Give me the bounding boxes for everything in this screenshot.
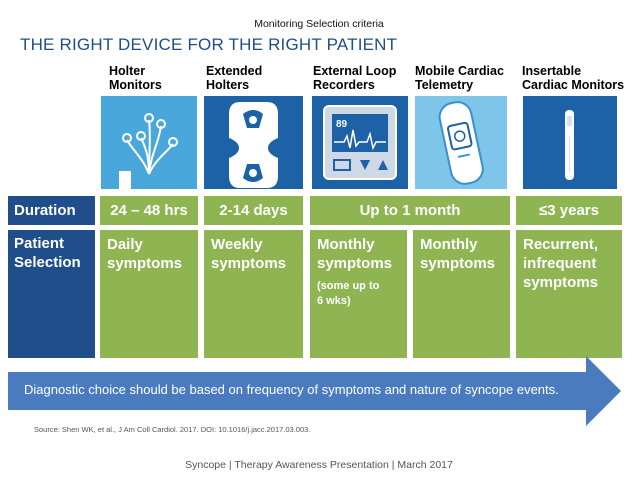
source-citation: Source: Shen WK, et al., J Am Coll Cardi… [34, 425, 311, 434]
duration-loop-and-telemetry: Up to 1 month [310, 196, 510, 225]
device-label-holter: Holter Monitors [109, 64, 162, 92]
recorder-screen-value: 89 [336, 119, 348, 130]
device-label-external-loop: External Loop Recorders [313, 64, 397, 92]
footer: Syncope | Therapy Awareness Presentation… [185, 459, 453, 471]
patient-holter: Daily symptoms [100, 230, 198, 358]
mobile-cardiac-telemetry-icon [438, 101, 484, 185]
external-loop-recorder-icon: 89 [323, 105, 397, 180]
duration-header: Duration [8, 196, 95, 225]
slide-title: THE RIGHT DEVICE FOR THE RIGHT PATIENT [20, 35, 398, 54]
patient-extended-holter-text: Weekly symptoms [211, 236, 287, 272]
holter-tile [101, 96, 197, 189]
device-label-extended-holter: Extended Holters [206, 64, 263, 92]
guidance-arrow-text: Diagnostic choice should be based on fre… [24, 382, 559, 397]
holter-icon [119, 113, 178, 189]
patient-holter-text: Daily symptoms [107, 236, 183, 272]
guidance-arrow [8, 356, 621, 426]
patient-external-loop-text: Monthly symptoms [317, 236, 393, 272]
device-label-mobile-telemetry: Mobile Cardiac Telemetry [415, 64, 504, 92]
extended-holter-icon [229, 102, 278, 188]
external-loop-tile: 89 [312, 96, 408, 189]
duration-holter: 24 – 48 hrs [100, 196, 198, 225]
extended-holter-tile [204, 96, 303, 189]
patient-insertable: Recurrent, infrequent symptoms [516, 230, 622, 358]
slide-subtitle: Monitoring Selection criteria [254, 18, 384, 30]
patient-external-loop: Monthly symptoms (some up to 6 wks) [310, 230, 407, 358]
device-label-insertable: Insertable Cardiac Monitors [522, 64, 625, 92]
mobile-telemetry-tile [415, 96, 507, 189]
patient-selection-header: Patient Selection [8, 230, 95, 358]
patient-extended-holter: Weekly symptoms [204, 230, 303, 358]
patient-mobile-telemetry: Monthly symptoms [413, 230, 510, 358]
patient-external-loop-note: (some up to 6 wks) [317, 280, 380, 307]
patient-insertable-text: Recurrent, infrequent symptoms [523, 236, 599, 291]
duration-insertable: ≤3 years [516, 196, 622, 225]
duration-extended-holter: 2-14 days [204, 196, 303, 225]
insertable-cardiac-monitor-icon [565, 110, 574, 180]
insertable-tile [523, 96, 617, 189]
patient-mobile-telemetry-text: Monthly symptoms [420, 236, 496, 272]
